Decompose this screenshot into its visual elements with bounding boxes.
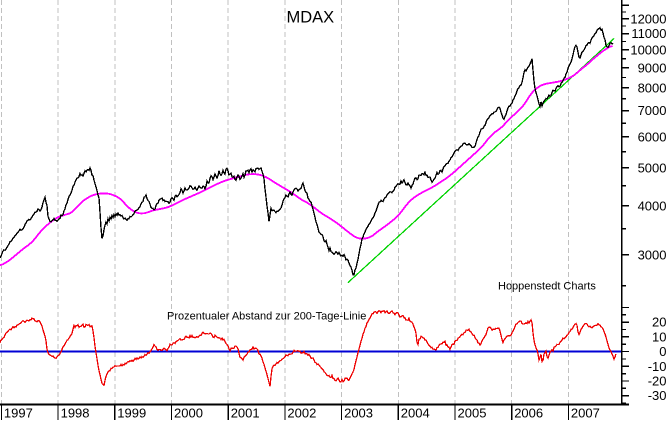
- svg-text:Prozentualer Abstand zur 200-T: Prozentualer Abstand zur 200-Tage-Linie: [167, 311, 366, 323]
- svg-text:-10: -10: [648, 359, 667, 374]
- svg-text:8000: 8000: [638, 80, 667, 95]
- svg-text:2004: 2004: [401, 406, 430, 421]
- svg-text:6000: 6000: [638, 129, 667, 144]
- svg-text:9000: 9000: [638, 60, 667, 75]
- svg-text:7000: 7000: [638, 103, 667, 118]
- svg-text:20: 20: [652, 315, 666, 330]
- svg-text:2002: 2002: [287, 406, 316, 421]
- svg-text:1999: 1999: [117, 406, 146, 421]
- svg-text:2007: 2007: [571, 406, 600, 421]
- svg-text:2006: 2006: [514, 406, 543, 421]
- svg-text:-20: -20: [648, 374, 667, 389]
- svg-text:Hoppenstedt Charts: Hoppenstedt Charts: [498, 281, 596, 293]
- svg-text:3000: 3000: [638, 247, 667, 262]
- svg-text:10000: 10000: [630, 42, 666, 57]
- svg-text:1997: 1997: [4, 406, 33, 421]
- svg-text:12000: 12000: [630, 11, 666, 26]
- svg-text:MDAX: MDAX: [287, 9, 335, 27]
- svg-text:2005: 2005: [458, 406, 487, 421]
- svg-text:11000: 11000: [631, 26, 666, 41]
- svg-text:1998: 1998: [61, 406, 90, 421]
- svg-text:2000: 2000: [174, 406, 203, 421]
- svg-text:2003: 2003: [344, 406, 373, 421]
- svg-text:-30: -30: [648, 388, 667, 403]
- svg-text:4000: 4000: [638, 198, 667, 213]
- svg-text:2001: 2001: [231, 406, 260, 421]
- svg-text:5000: 5000: [638, 160, 667, 175]
- svg-text:10: 10: [652, 329, 666, 344]
- svg-text:0: 0: [659, 344, 666, 359]
